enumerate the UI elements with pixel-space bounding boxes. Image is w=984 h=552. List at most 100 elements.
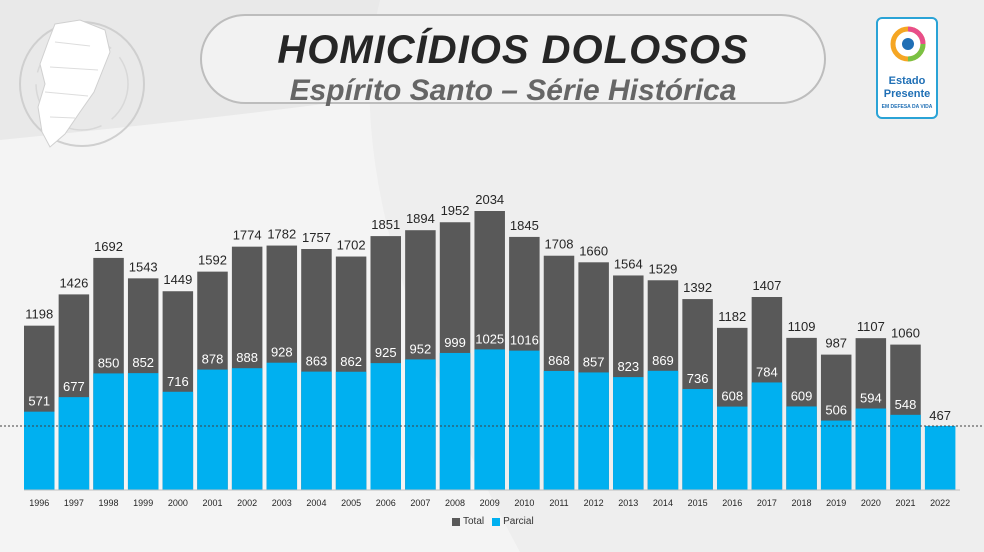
label-parcial-2018: 609: [791, 388, 813, 403]
title-banner: HOMICÍDIOS DOLOSOS Espírito Santo – Séri…: [200, 14, 826, 107]
label-total-2018: 1109: [788, 319, 816, 334]
bar-parcial-2009: [474, 349, 505, 490]
bar-parcial-2002: [231, 368, 263, 490]
bar-parcial-1999: [127, 373, 159, 490]
label-parcial-2020: 594: [860, 391, 882, 406]
bar-parcial-2016: [717, 406, 748, 490]
label-parcial-2014: 869: [652, 353, 674, 368]
legend-swatch-parcial: [492, 517, 501, 526]
tick-label-2015: 2015: [688, 498, 708, 508]
bar-parcial-2007: [405, 359, 436, 490]
bar-parcial-2004: [301, 371, 332, 490]
legend-label-total: Total: [463, 516, 485, 527]
tick-label-2021: 2021: [895, 498, 915, 508]
tick-label-2018: 2018: [792, 498, 812, 508]
label-total-2008: 1952: [441, 203, 470, 218]
chart-subtitle: Espírito Santo – Série Histórica: [289, 74, 737, 107]
label-parcial-2022: 467: [929, 408, 951, 423]
label-total-1996: 1198: [25, 307, 53, 322]
label-total-2003: 1782: [267, 227, 296, 242]
label-total-2004: 1757: [302, 230, 331, 245]
tick-label-2016: 2016: [722, 498, 742, 508]
label-total-2009: 2034: [475, 192, 504, 207]
logo-ring-icon: [890, 26, 926, 62]
label-total-2013: 1564: [614, 256, 643, 271]
bar-parcial-2011: [543, 370, 575, 490]
label-parcial-2010: 1016: [510, 333, 539, 348]
label-total-2016: 1182: [718, 309, 746, 324]
label-total-2001: 1592: [198, 253, 227, 268]
label-total-2010: 1845: [510, 218, 539, 233]
logo-text-tagline: EM DEFESA DA VIDA: [881, 104, 933, 110]
tick-label-2019: 2019: [826, 498, 846, 508]
bar-parcial-2020: [855, 408, 887, 490]
label-parcial-2012: 857: [583, 354, 605, 369]
bar-parcial-2006: [370, 363, 401, 490]
label-total-2012: 1660: [579, 243, 608, 258]
bar-parcial-2018: [786, 406, 817, 490]
label-total-2017: 1407: [752, 278, 781, 293]
tick-label-2008: 2008: [445, 498, 465, 508]
label-total-2019: 987: [825, 336, 847, 351]
tick-label-2001: 2001: [202, 498, 222, 508]
label-parcial-2008: 999: [444, 335, 466, 350]
label-parcial-2016: 608: [721, 389, 743, 404]
label-total-2000: 1449: [163, 272, 192, 287]
bar-parcial-2001: [197, 369, 228, 490]
bar-parcial-2019: [820, 420, 852, 490]
label-parcial-2004: 863: [306, 354, 328, 369]
tick-label-2020: 2020: [861, 498, 881, 508]
tick-label-2014: 2014: [653, 498, 673, 508]
tick-label-2004: 2004: [306, 498, 326, 508]
tick-label-2009: 2009: [480, 498, 500, 508]
label-total-2021: 1060: [891, 326, 920, 341]
label-parcial-2005: 862: [340, 354, 362, 369]
chart-legend: Total Parcial: [452, 516, 534, 527]
bar-parcial-2021: [890, 414, 921, 490]
tick-label-2012: 2012: [584, 498, 604, 508]
bar-parcial-2015: [682, 389, 713, 490]
tick-label-2006: 2006: [376, 498, 396, 508]
label-parcial-2021: 548: [895, 397, 917, 412]
logo-text-estado: Estado: [888, 75, 926, 87]
tick-label-1997: 1997: [64, 498, 84, 508]
tick-label-2010: 2010: [514, 498, 534, 508]
bar-parcial-2000: [162, 391, 194, 490]
bar-parcial-1998: [93, 373, 124, 490]
label-parcial-2013: 823: [617, 359, 639, 374]
label-parcial-2000: 716: [167, 374, 189, 389]
label-parcial-1996: 571: [28, 394, 50, 409]
estado-presente-logo: Estado Presente EM DEFESA DA VIDA: [876, 17, 938, 119]
label-total-2007: 1894: [406, 211, 435, 226]
label-parcial-2019: 506: [825, 403, 847, 418]
tick-label-1996: 1996: [29, 498, 49, 508]
label-total-2020: 1107: [857, 319, 885, 334]
label-parcial-1999: 852: [132, 355, 154, 370]
label-total-1998: 1692: [94, 239, 123, 254]
label-total-2002: 1774: [233, 228, 262, 243]
label-total-2005: 1702: [337, 238, 366, 253]
label-parcial-2015: 736: [687, 371, 709, 386]
label-parcial-2011: 868: [548, 353, 570, 368]
bar-parcial-1997: [58, 397, 90, 490]
label-total-1997: 1426: [59, 275, 88, 290]
bar-parcial-2010: [509, 350, 540, 490]
label-parcial-1997: 677: [63, 379, 85, 394]
legend-label-parcial: Parcial: [503, 516, 534, 527]
tick-label-1998: 1998: [99, 498, 119, 508]
label-parcial-2003: 928: [271, 345, 293, 360]
chart-title: HOMICÍDIOS DOLOSOS: [277, 28, 749, 72]
bar-parcial-2013: [613, 377, 644, 490]
label-total-2011: 1708: [545, 237, 574, 252]
label-parcial-2009: 1025: [475, 331, 504, 346]
bar-parcial-2017: [751, 382, 783, 490]
bar-parcial-2014: [647, 370, 679, 490]
bar-parcial-1996: [24, 411, 55, 490]
label-total-2014: 1529: [648, 261, 677, 276]
tick-label-2013: 2013: [618, 498, 638, 508]
state-map-icon: [19, 19, 145, 148]
logo-text-presente: Presente: [883, 88, 931, 100]
tick-label-1999: 1999: [133, 498, 153, 508]
label-total-1999: 1543: [129, 259, 158, 274]
tick-label-2005: 2005: [341, 498, 361, 508]
